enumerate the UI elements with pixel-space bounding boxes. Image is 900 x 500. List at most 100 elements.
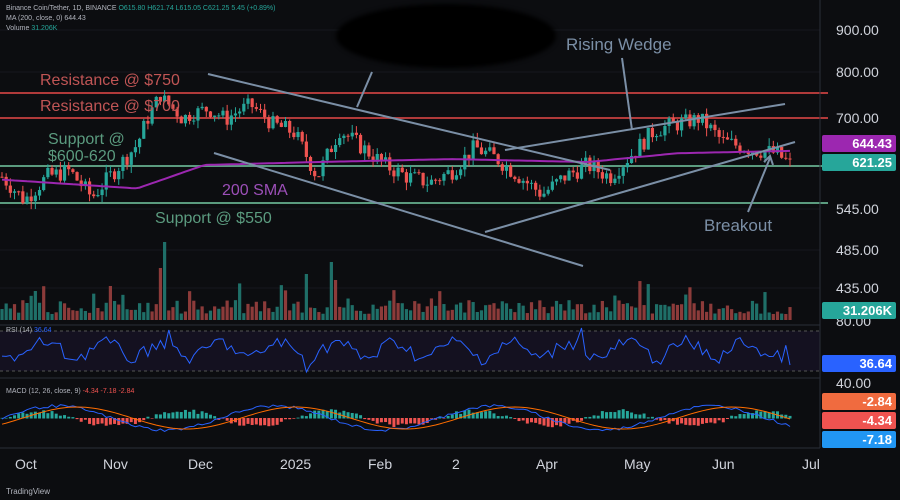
candle-body xyxy=(550,181,554,190)
candle-body xyxy=(404,172,409,183)
candle-body xyxy=(121,156,125,171)
macd-hist-bar xyxy=(730,415,734,419)
macd-hist-bar xyxy=(0,417,4,419)
candle-body xyxy=(25,196,29,204)
candle-body xyxy=(83,181,87,187)
volume-bar xyxy=(771,313,775,320)
volume-bar xyxy=(354,310,358,320)
candle-body xyxy=(321,160,325,177)
volume-bar xyxy=(738,311,742,320)
volume-bar xyxy=(696,310,700,320)
macd-hist-bar xyxy=(367,418,371,420)
volume-bar xyxy=(550,306,554,320)
volume-bar xyxy=(158,268,163,320)
volume-bar xyxy=(400,303,404,320)
macd-hist-bar xyxy=(100,418,104,424)
macd-hist-bar xyxy=(342,410,346,419)
volume-bar xyxy=(375,308,379,320)
candle-body xyxy=(42,177,46,191)
macd-hist-bar xyxy=(21,412,25,419)
candle-body xyxy=(17,191,21,193)
candle-body xyxy=(780,146,784,158)
volume-bar xyxy=(0,309,4,320)
macd-hist-bar xyxy=(638,414,642,419)
macd-hist-bar xyxy=(738,414,742,419)
trend-lines xyxy=(207,57,796,267)
candle-body xyxy=(725,137,730,140)
candle-body xyxy=(629,155,634,164)
annotation-rising-wedge: Rising Wedge xyxy=(566,35,672,54)
macd-hist-bar xyxy=(238,418,242,426)
macd-hist-bar xyxy=(154,414,158,419)
macd-hist-bar xyxy=(346,412,350,419)
volume-bar xyxy=(788,307,792,320)
volume-bar xyxy=(650,313,655,320)
volume-bar xyxy=(438,291,442,320)
rsi-panel xyxy=(0,327,820,374)
macd-hist-bar xyxy=(680,418,684,424)
candle-body xyxy=(538,189,542,197)
macd-hist-bar xyxy=(675,418,679,425)
volume-bar xyxy=(634,307,638,320)
x-tick-label: Oct xyxy=(15,456,37,472)
volume-bar xyxy=(254,301,258,320)
candle-body xyxy=(454,175,459,180)
candle-body xyxy=(112,171,117,180)
candle-body xyxy=(62,165,67,181)
macd-hist-bar xyxy=(746,412,750,419)
macd-hist-bar xyxy=(379,418,383,423)
macd-hist-bar xyxy=(275,418,279,425)
candle-body xyxy=(663,126,667,136)
macd-hist-bar xyxy=(63,415,67,419)
volume-bar xyxy=(125,309,129,320)
candle-body xyxy=(521,180,525,183)
volume-bar xyxy=(246,303,250,320)
candle-body xyxy=(213,115,217,117)
macd-hist-bar xyxy=(509,417,513,419)
macd-hist-bar xyxy=(179,412,183,419)
candle-body xyxy=(429,179,434,185)
volume-bar xyxy=(292,303,296,320)
volume-bar xyxy=(129,309,133,320)
candle-body xyxy=(542,193,546,197)
candle-body xyxy=(604,173,609,179)
candle-body xyxy=(638,138,642,157)
volume-bar xyxy=(263,301,267,320)
candle-body xyxy=(304,141,308,157)
macd-hist-bar xyxy=(725,418,729,420)
volume-bar xyxy=(571,309,575,320)
volume-bar xyxy=(425,306,429,320)
volume-bar xyxy=(479,310,484,320)
macd-hist-bar xyxy=(175,411,179,419)
macd-hist-bar xyxy=(475,412,479,419)
volume-bar xyxy=(225,300,229,320)
macd-hist-bar xyxy=(329,409,333,419)
volume-bar xyxy=(142,312,146,320)
volume-bar xyxy=(92,293,96,320)
macd-hist-bar xyxy=(338,412,342,419)
candle-body xyxy=(8,185,12,193)
volume-bar xyxy=(600,300,604,320)
macd-hist-bar xyxy=(292,418,296,419)
volume-bar xyxy=(213,306,217,320)
volume-bar xyxy=(358,310,363,320)
y-tick-900: 900.00 xyxy=(836,22,879,38)
volume-bar xyxy=(75,310,79,320)
candle-body xyxy=(50,167,54,175)
volume-bar xyxy=(283,290,288,320)
volume-bar xyxy=(496,308,500,320)
candle-body xyxy=(650,127,655,138)
volume-bar xyxy=(388,300,392,320)
candle-body xyxy=(396,167,400,177)
candle-body xyxy=(12,191,17,193)
macd-hist-bar xyxy=(146,416,150,419)
volume-bar xyxy=(167,310,171,320)
macd-hist-bar xyxy=(517,418,521,422)
macd-hist-bar xyxy=(196,413,200,419)
volume-bar xyxy=(71,310,75,320)
volume-bars xyxy=(0,242,792,320)
macd-hist-bar xyxy=(188,411,192,419)
volume-bar xyxy=(629,306,634,320)
candle-body xyxy=(71,169,75,173)
